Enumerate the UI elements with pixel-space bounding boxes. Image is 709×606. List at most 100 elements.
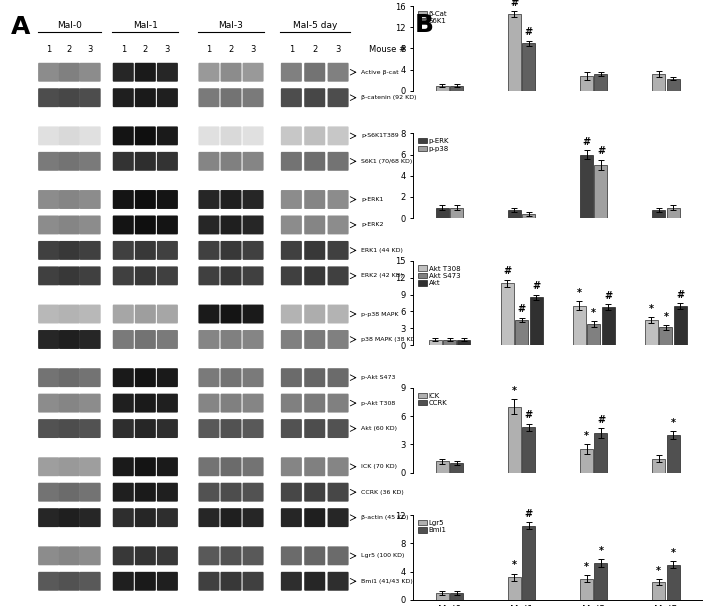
- FancyBboxPatch shape: [38, 190, 59, 209]
- FancyBboxPatch shape: [328, 483, 349, 502]
- FancyBboxPatch shape: [304, 305, 325, 324]
- FancyBboxPatch shape: [199, 572, 220, 591]
- Text: #: #: [525, 410, 533, 421]
- FancyBboxPatch shape: [199, 241, 220, 260]
- Bar: [594, 165, 608, 218]
- Text: p-ERK1: p-ERK1: [362, 197, 384, 202]
- FancyBboxPatch shape: [220, 63, 242, 82]
- FancyBboxPatch shape: [304, 241, 325, 260]
- FancyBboxPatch shape: [38, 305, 59, 324]
- Text: p-Akt S473: p-Akt S473: [362, 375, 396, 380]
- Bar: [573, 306, 586, 345]
- Bar: [666, 79, 679, 91]
- FancyBboxPatch shape: [79, 305, 101, 324]
- Bar: [652, 210, 665, 218]
- FancyBboxPatch shape: [59, 458, 80, 476]
- FancyBboxPatch shape: [304, 419, 325, 438]
- Text: p38 MAPK (38 KD): p38 MAPK (38 KD): [362, 337, 418, 342]
- FancyBboxPatch shape: [242, 88, 264, 107]
- Text: Mal-0: Mal-0: [57, 21, 82, 30]
- FancyBboxPatch shape: [220, 394, 242, 413]
- FancyBboxPatch shape: [135, 216, 156, 235]
- FancyBboxPatch shape: [220, 241, 242, 260]
- FancyBboxPatch shape: [220, 508, 242, 527]
- Text: #: #: [532, 281, 540, 291]
- Bar: [580, 449, 593, 473]
- FancyBboxPatch shape: [59, 63, 80, 82]
- Text: A: A: [11, 15, 30, 39]
- FancyBboxPatch shape: [281, 305, 302, 324]
- Legend: Akt T308, Akt S473, Akt: Akt T308, Akt S473, Akt: [417, 264, 462, 288]
- Bar: [436, 207, 449, 218]
- FancyBboxPatch shape: [328, 88, 349, 107]
- FancyBboxPatch shape: [220, 88, 242, 107]
- FancyBboxPatch shape: [199, 127, 220, 145]
- Bar: [450, 85, 463, 91]
- FancyBboxPatch shape: [157, 572, 178, 591]
- FancyBboxPatch shape: [242, 572, 264, 591]
- FancyBboxPatch shape: [281, 547, 302, 565]
- FancyBboxPatch shape: [199, 368, 220, 387]
- FancyBboxPatch shape: [328, 216, 349, 235]
- Text: β-actin (45 KD): β-actin (45 KD): [362, 515, 409, 520]
- Text: β-catenin (92 KD): β-catenin (92 KD): [362, 95, 417, 100]
- FancyBboxPatch shape: [113, 547, 134, 565]
- FancyBboxPatch shape: [304, 368, 325, 387]
- FancyBboxPatch shape: [304, 330, 325, 349]
- FancyBboxPatch shape: [199, 216, 220, 235]
- FancyBboxPatch shape: [199, 190, 220, 209]
- Bar: [523, 427, 535, 473]
- FancyBboxPatch shape: [135, 483, 156, 502]
- FancyBboxPatch shape: [281, 216, 302, 235]
- FancyBboxPatch shape: [113, 419, 134, 438]
- FancyBboxPatch shape: [113, 267, 134, 285]
- FancyBboxPatch shape: [220, 190, 242, 209]
- Bar: [580, 579, 593, 600]
- FancyBboxPatch shape: [59, 394, 80, 413]
- FancyBboxPatch shape: [281, 152, 302, 171]
- FancyBboxPatch shape: [79, 458, 101, 476]
- FancyBboxPatch shape: [79, 483, 101, 502]
- FancyBboxPatch shape: [157, 152, 178, 171]
- Bar: [652, 74, 665, 91]
- FancyBboxPatch shape: [157, 368, 178, 387]
- FancyBboxPatch shape: [304, 152, 325, 171]
- FancyBboxPatch shape: [79, 267, 101, 285]
- FancyBboxPatch shape: [304, 127, 325, 145]
- FancyBboxPatch shape: [113, 63, 134, 82]
- Bar: [508, 407, 521, 473]
- FancyBboxPatch shape: [328, 241, 349, 260]
- FancyBboxPatch shape: [79, 330, 101, 349]
- Bar: [580, 76, 593, 91]
- Bar: [436, 85, 449, 91]
- FancyBboxPatch shape: [220, 419, 242, 438]
- Text: 3: 3: [335, 45, 341, 54]
- FancyBboxPatch shape: [199, 508, 220, 527]
- Bar: [443, 340, 456, 345]
- FancyBboxPatch shape: [38, 267, 59, 285]
- FancyBboxPatch shape: [59, 267, 80, 285]
- FancyBboxPatch shape: [157, 547, 178, 565]
- FancyBboxPatch shape: [59, 305, 80, 324]
- FancyBboxPatch shape: [281, 88, 302, 107]
- FancyBboxPatch shape: [113, 572, 134, 591]
- Bar: [515, 320, 528, 345]
- Text: ERK1 (44 KD): ERK1 (44 KD): [362, 248, 403, 253]
- Bar: [602, 307, 615, 345]
- FancyBboxPatch shape: [281, 267, 302, 285]
- FancyBboxPatch shape: [38, 458, 59, 476]
- FancyBboxPatch shape: [38, 216, 59, 235]
- FancyBboxPatch shape: [113, 127, 134, 145]
- FancyBboxPatch shape: [38, 241, 59, 260]
- FancyBboxPatch shape: [281, 241, 302, 260]
- FancyBboxPatch shape: [135, 394, 156, 413]
- FancyBboxPatch shape: [79, 419, 101, 438]
- Bar: [508, 210, 521, 218]
- Text: ERK2 (42 KD): ERK2 (42 KD): [362, 273, 403, 278]
- FancyBboxPatch shape: [59, 127, 80, 145]
- FancyBboxPatch shape: [199, 152, 220, 171]
- Text: Active β-cat: Active β-cat: [362, 70, 399, 75]
- FancyBboxPatch shape: [304, 88, 325, 107]
- FancyBboxPatch shape: [59, 368, 80, 387]
- FancyBboxPatch shape: [113, 508, 134, 527]
